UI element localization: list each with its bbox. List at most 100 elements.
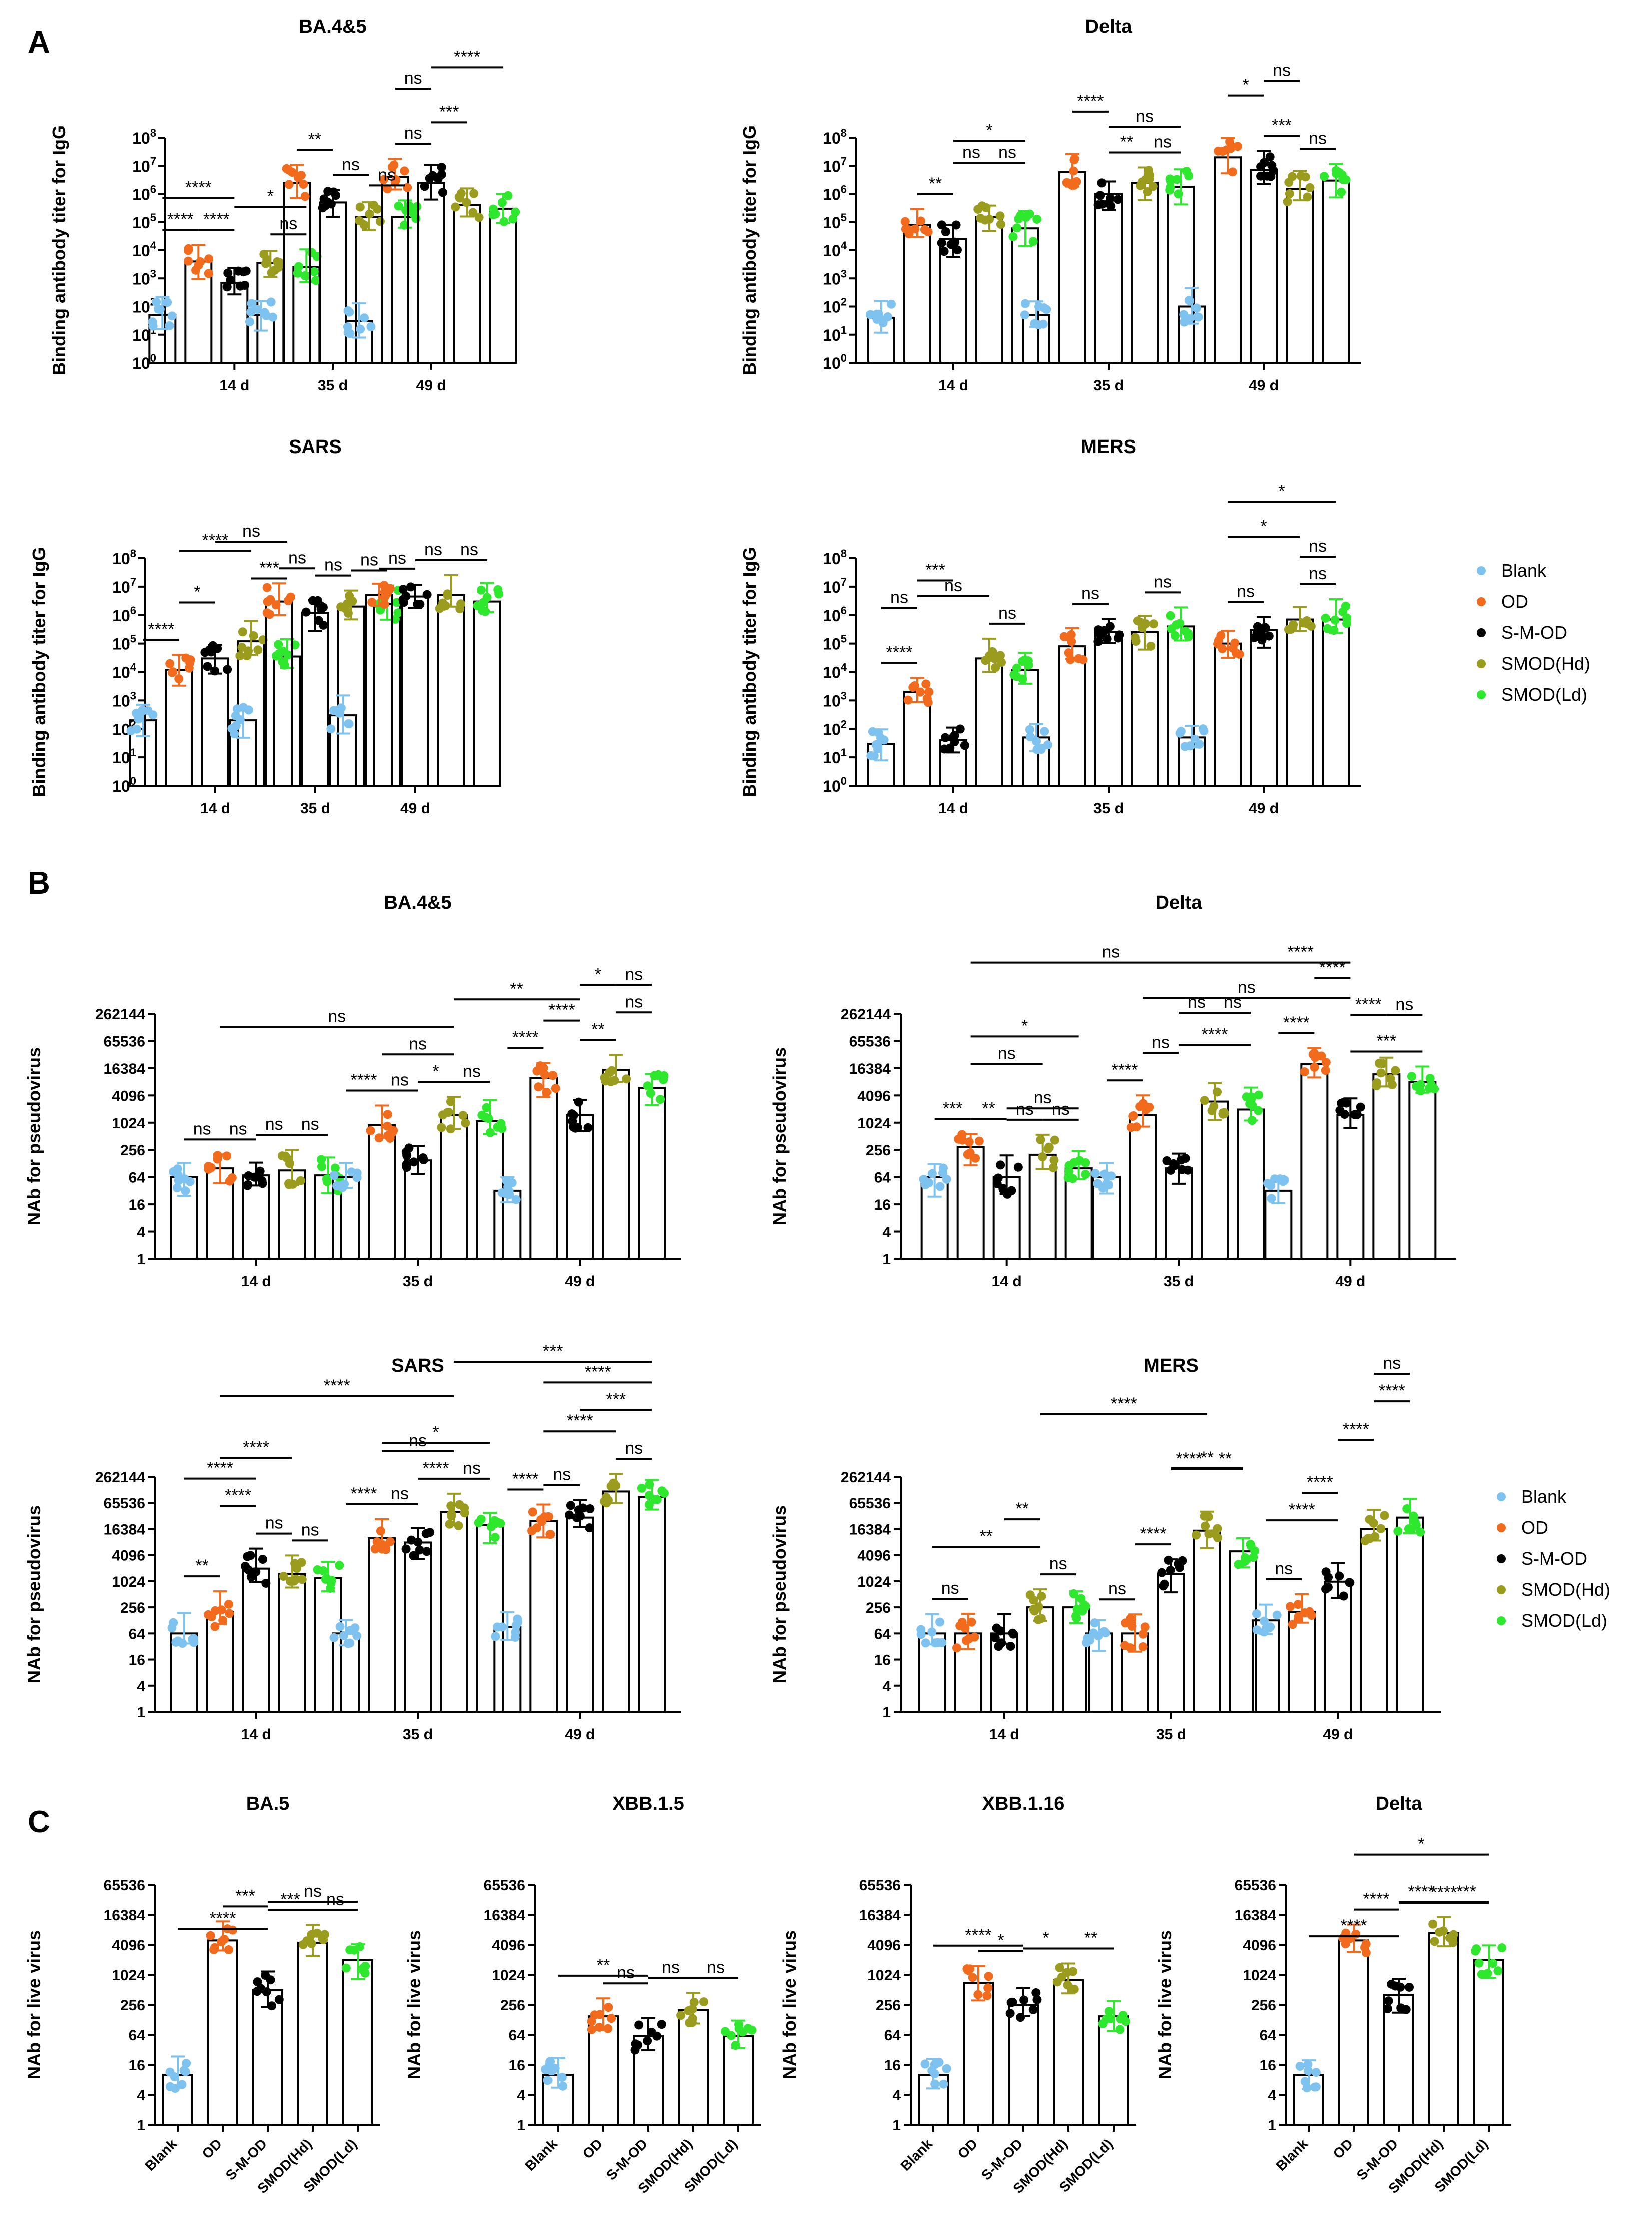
data-point: [223, 665, 232, 674]
data-point: [402, 1151, 412, 1160]
data-point: [425, 1528, 435, 1537]
significance-label: ns: [1309, 564, 1327, 583]
significance-label: ***: [235, 1886, 255, 1905]
y-tick-label: 16: [874, 1197, 891, 1213]
chart-6: Delta 1 4 16 64 256 1024 4096 16384 65536 262144 NA…: [769, 892, 1456, 1290]
data-point: [293, 173, 303, 182]
significance-label: ns: [1154, 572, 1172, 591]
data-point: [1097, 178, 1107, 188]
data-point: [375, 217, 385, 226]
data-point: [266, 1975, 275, 1985]
data-point: [274, 649, 284, 658]
y-tick-label: 4096: [857, 1088, 891, 1104]
significance-label: ns: [1273, 61, 1291, 80]
data-point: [1120, 1641, 1130, 1650]
significance-label: ****: [243, 1438, 269, 1457]
data-point: [1288, 623, 1298, 632]
y-axis-label: NAb for live virus: [24, 1930, 44, 2079]
x-tick-label: S-M-OD: [1354, 2136, 1401, 2183]
significance-label: ns: [324, 556, 342, 575]
legend-marker: [1477, 566, 1486, 575]
data-point: [181, 1186, 190, 1196]
data-point: [920, 2059, 930, 2069]
bar: [963, 1982, 994, 2126]
significance-label: *: [432, 1423, 439, 1442]
chart-title: Delta: [1085, 16, 1133, 37]
data-point: [389, 160, 399, 170]
data-point: [1378, 1059, 1388, 1068]
significance-label: ns: [1237, 582, 1255, 601]
data-point: [910, 224, 920, 234]
data-point: [1317, 1051, 1326, 1061]
data-point: [1230, 638, 1240, 648]
data-point: [1270, 1174, 1280, 1184]
data-point: [347, 1167, 356, 1177]
significance-label: *: [997, 1931, 1004, 1950]
data-point: [1069, 1984, 1079, 1994]
data-point: [173, 1164, 182, 1174]
y-tick-label: 16: [129, 1652, 145, 1669]
y-tick-label: 4: [1268, 2087, 1276, 2104]
x-tick-label: 14 d: [219, 377, 249, 394]
bar: [301, 612, 329, 787]
y-tick-label: 1024: [492, 1967, 525, 1984]
bar: [453, 204, 481, 364]
data-point: [1149, 619, 1159, 629]
data-point: [622, 1074, 631, 1084]
data-point: [274, 1995, 284, 2004]
data-point: [1380, 1511, 1389, 1520]
significance-label: ns: [998, 143, 1016, 162]
significance-label: ns: [1102, 943, 1120, 962]
data-point: [1295, 2062, 1305, 2071]
data-point: [952, 1643, 961, 1653]
data-point: [271, 600, 281, 610]
x-tick-label: 49 d: [400, 800, 430, 817]
data-point: [1231, 648, 1241, 658]
data-point: [138, 705, 147, 715]
data-point: [224, 1945, 233, 1955]
data-point: [237, 643, 247, 652]
y-tick-label: 256: [120, 1997, 145, 2014]
significance-label: ns: [1224, 993, 1242, 1012]
significance-label: ****: [1319, 958, 1346, 977]
data-point: [456, 189, 466, 198]
data-point: [1072, 1613, 1081, 1623]
data-point: [236, 281, 245, 291]
y-tick-label: 1: [137, 1704, 145, 1721]
bar: [401, 595, 429, 787]
significance-label: ****: [1307, 1473, 1333, 1492]
data-point: [927, 1169, 937, 1178]
chart-11: XBB.1.16 1 4 16 64 256 1024 4096 16384 65536 NAb f…: [779, 1793, 1136, 2196]
data-point: [290, 1559, 300, 1568]
data-point: [490, 1533, 500, 1542]
data-point: [222, 1151, 232, 1161]
data-point: [951, 220, 961, 230]
significance-label: ****: [225, 1486, 251, 1505]
data-point: [1252, 1609, 1261, 1619]
data-point: [1093, 637, 1103, 646]
data-point: [462, 198, 471, 207]
data-point: [319, 620, 328, 630]
bar: [368, 1124, 396, 1260]
data-point: [335, 1622, 345, 1631]
y-tick-label: 16384: [104, 1521, 146, 1538]
data-point: [587, 2017, 596, 2026]
significance-label: **: [591, 1020, 604, 1039]
bar: [1286, 618, 1314, 787]
data-point: [1157, 1568, 1167, 1577]
significance-label: ***: [1456, 1882, 1476, 1901]
data-point: [1162, 1156, 1172, 1165]
data-point: [398, 585, 408, 594]
data-point: [356, 324, 365, 334]
data-point: [646, 1089, 655, 1098]
chart-1: BA.4&5100101102103104105106107108Binding…: [49, 16, 520, 394]
significance-label: ns: [328, 1007, 346, 1026]
significance-label: ns: [265, 1115, 283, 1134]
significance-label: ns: [265, 1514, 283, 1533]
data-point: [293, 268, 302, 278]
data-point: [1095, 191, 1105, 200]
data-point: [1028, 237, 1038, 246]
data-point: [1036, 744, 1046, 753]
bar: [207, 1939, 238, 2126]
data-point: [299, 180, 308, 189]
